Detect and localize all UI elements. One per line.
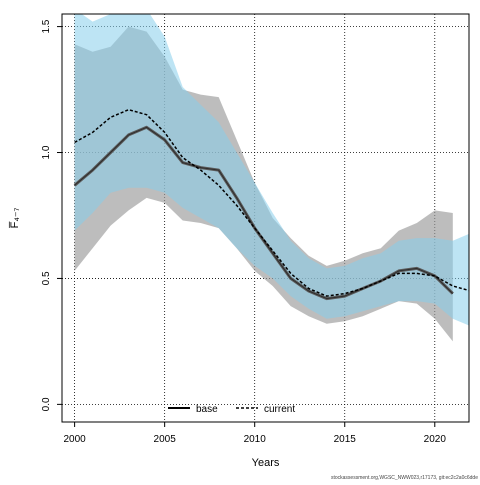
- y-tick-label-1: 0.5: [41, 271, 52, 285]
- x-axis-title: Years: [252, 457, 280, 469]
- legend: base current: [168, 404, 295, 415]
- y-tick-label-3: 1.5: [41, 19, 52, 33]
- legend-label-base: base: [196, 404, 218, 415]
- current-confidence-band: [74, 14, 469, 326]
- x-tick-label-2010: 2010: [244, 434, 267, 445]
- x-tick-label-2005: 2005: [154, 434, 177, 445]
- footer-note: stockassessment.org,WGSC_NWW023,r17173, …: [331, 475, 478, 480]
- base-series-line-core: [74, 126, 454, 300]
- plot-area: [62, 14, 469, 422]
- y-axis-title: F̅₄₋₇: [9, 207, 21, 228]
- plot-frame: [61, 13, 470, 423]
- legend-label-current: current: [264, 404, 295, 415]
- y-tick-label-0: 0.0: [41, 397, 52, 411]
- y-tick-label-2: 1.0: [41, 145, 52, 159]
- current-series-line: [74, 108, 469, 297]
- x-tick-label-2000: 2000: [63, 434, 86, 445]
- x-tick-label-2015: 2015: [334, 434, 357, 445]
- x-tick-label-2020: 2020: [424, 434, 447, 445]
